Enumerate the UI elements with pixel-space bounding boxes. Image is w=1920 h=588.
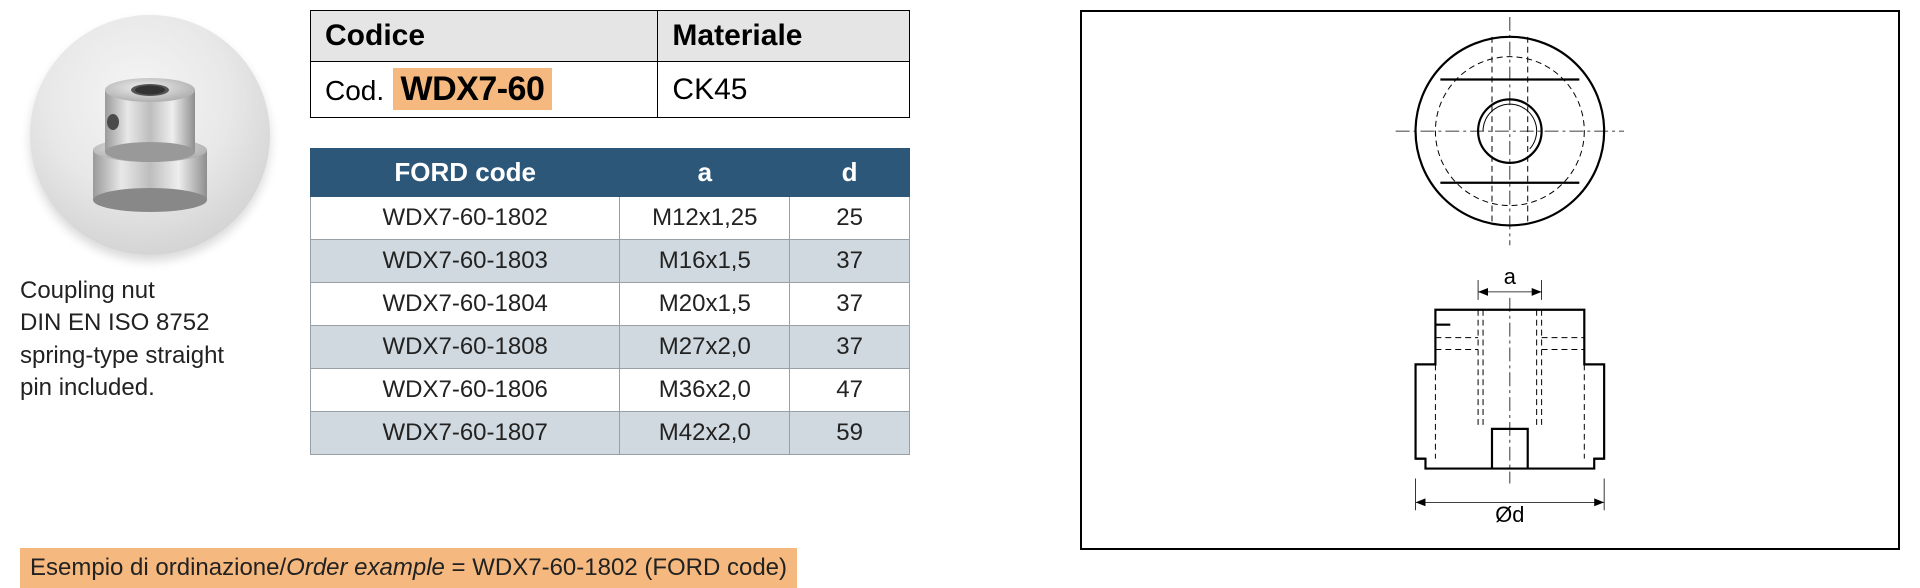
info-table: Codice Materiale Cod. WDX7-60 CK45 — [310, 10, 910, 118]
table-row: WDX7-60-1803M16x1,537 — [311, 240, 910, 283]
table-cell: 37 — [790, 326, 910, 369]
table-cell: WDX7-60-1807 — [311, 412, 620, 455]
table-cell: M16x1,5 — [620, 240, 790, 283]
caption-line: spring-type straight — [20, 342, 224, 369]
caption-line: DIN EN ISO 8752 — [20, 309, 209, 336]
code-prefix: Cod. — [325, 75, 384, 106]
col-header-code: FORD code — [311, 149, 620, 197]
info-header-code: Codice — [311, 11, 658, 62]
table-row: WDX7-60-1804M20x1,537 — [311, 283, 910, 326]
table-row: WDX7-60-1807M42x2,059 — [311, 412, 910, 455]
info-material-cell: CK45 — [658, 62, 910, 118]
table-cell: 47 — [790, 369, 910, 412]
table-cell: 59 — [790, 412, 910, 455]
order-example: Esempio di ordinazione/Order example = W… — [20, 548, 797, 588]
order-example-it: Esempio di ordinazione — [30, 554, 279, 581]
table-cell: WDX7-60-1808 — [311, 326, 620, 369]
order-example-value: WDX7-60-1802 (FORD code) — [472, 554, 787, 581]
code-value: WDX7-60 — [393, 68, 553, 110]
product-image — [30, 15, 270, 255]
table-cell: WDX7-60-1802 — [311, 197, 620, 240]
col-header-d: d — [790, 149, 910, 197]
table-cell: M12x1,25 — [620, 197, 790, 240]
order-example-en: Order example — [286, 554, 445, 581]
table-cell: 37 — [790, 283, 910, 326]
dim-label-a: a — [1504, 264, 1517, 289]
dim-label-d: Ød — [1495, 502, 1524, 527]
product-caption: Coupling nut DIN EN ISO 8752 spring-type… — [20, 275, 280, 405]
table-cell: M36x2,0 — [620, 369, 790, 412]
table-cell: 37 — [790, 240, 910, 283]
table-cell: M27x2,0 — [620, 326, 790, 369]
caption-line: Coupling nut — [20, 277, 155, 304]
coupling-nut-icon — [75, 55, 225, 215]
table-row: WDX7-60-1808M27x2,037 — [311, 326, 910, 369]
table-row: WDX7-60-1806M36x2,047 — [311, 369, 910, 412]
table-cell: 25 — [790, 197, 910, 240]
info-code-cell: Cod. WDX7-60 — [311, 62, 658, 118]
table-cell: WDX7-60-1806 — [311, 369, 620, 412]
caption-line: pin included. — [20, 374, 155, 401]
col-header-a: a — [620, 149, 790, 197]
data-table: FORD code a d WDX7-60-1802M12x1,2525WDX7… — [310, 148, 910, 455]
order-example-sep: = — [445, 554, 472, 581]
technical-drawing: a — [1080, 10, 1900, 550]
info-header-material: Materiale — [658, 11, 910, 62]
table-cell: M20x1,5 — [620, 283, 790, 326]
table-row: WDX7-60-1802M12x1,2525 — [311, 197, 910, 240]
table-cell: WDX7-60-1804 — [311, 283, 620, 326]
table-cell: M42x2,0 — [620, 412, 790, 455]
table-cell: WDX7-60-1803 — [311, 240, 620, 283]
